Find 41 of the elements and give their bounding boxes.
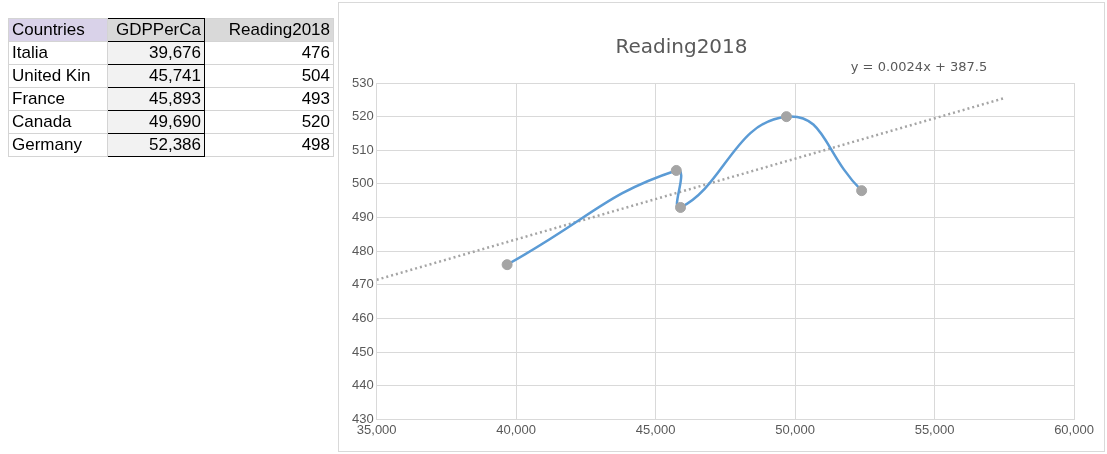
x-tick-label: 50,000	[775, 421, 815, 437]
text: y = 0.0024x + 387.5	[850, 59, 988, 74]
text: Countries	[8, 18, 108, 42]
y-tick-label: 520	[351, 108, 374, 124]
y-tick-label: 460	[351, 310, 374, 326]
y-tick-label: 470	[351, 276, 374, 292]
x-tick-label: 45,000	[635, 421, 676, 437]
y-tick-label: 440	[351, 377, 374, 393]
text: 520	[204, 110, 334, 134]
text: Reading2018	[204, 18, 334, 42]
text: 476	[204, 41, 334, 65]
text: Italia	[8, 41, 108, 65]
y-tick-label: 430	[351, 410, 374, 426]
text: 52,386	[107, 133, 205, 157]
point	[670, 164, 682, 176]
y-tick-label: 510	[351, 141, 374, 157]
text: 504	[204, 64, 334, 88]
text: 39,676	[107, 41, 205, 65]
y-tick-label: 450	[351, 343, 374, 359]
point	[856, 185, 868, 197]
text: 493	[204, 87, 334, 111]
point	[780, 111, 792, 123]
text: Germany	[8, 133, 108, 157]
text: United Kin	[8, 64, 108, 88]
text: France	[8, 87, 108, 111]
y-tick-label: 490	[351, 209, 374, 225]
text: 49,690	[107, 110, 205, 134]
y-tick-label: 480	[351, 242, 374, 258]
x-tick-label: 55,000	[914, 421, 955, 437]
point	[501, 259, 513, 271]
y-tick-label: 530	[351, 74, 374, 90]
y-tick-label: 500	[351, 175, 374, 191]
text: 45,741	[107, 64, 205, 88]
text: Canada	[8, 110, 108, 134]
text: 498	[204, 133, 334, 157]
chart-title: Reading2018	[615, 34, 748, 58]
text: 45,893	[107, 87, 205, 111]
point	[675, 201, 687, 213]
text: GDPPerCa	[107, 18, 205, 42]
x-tick-label: 40,000	[496, 421, 537, 437]
x-tick-label: 60,000	[1054, 421, 1094, 437]
